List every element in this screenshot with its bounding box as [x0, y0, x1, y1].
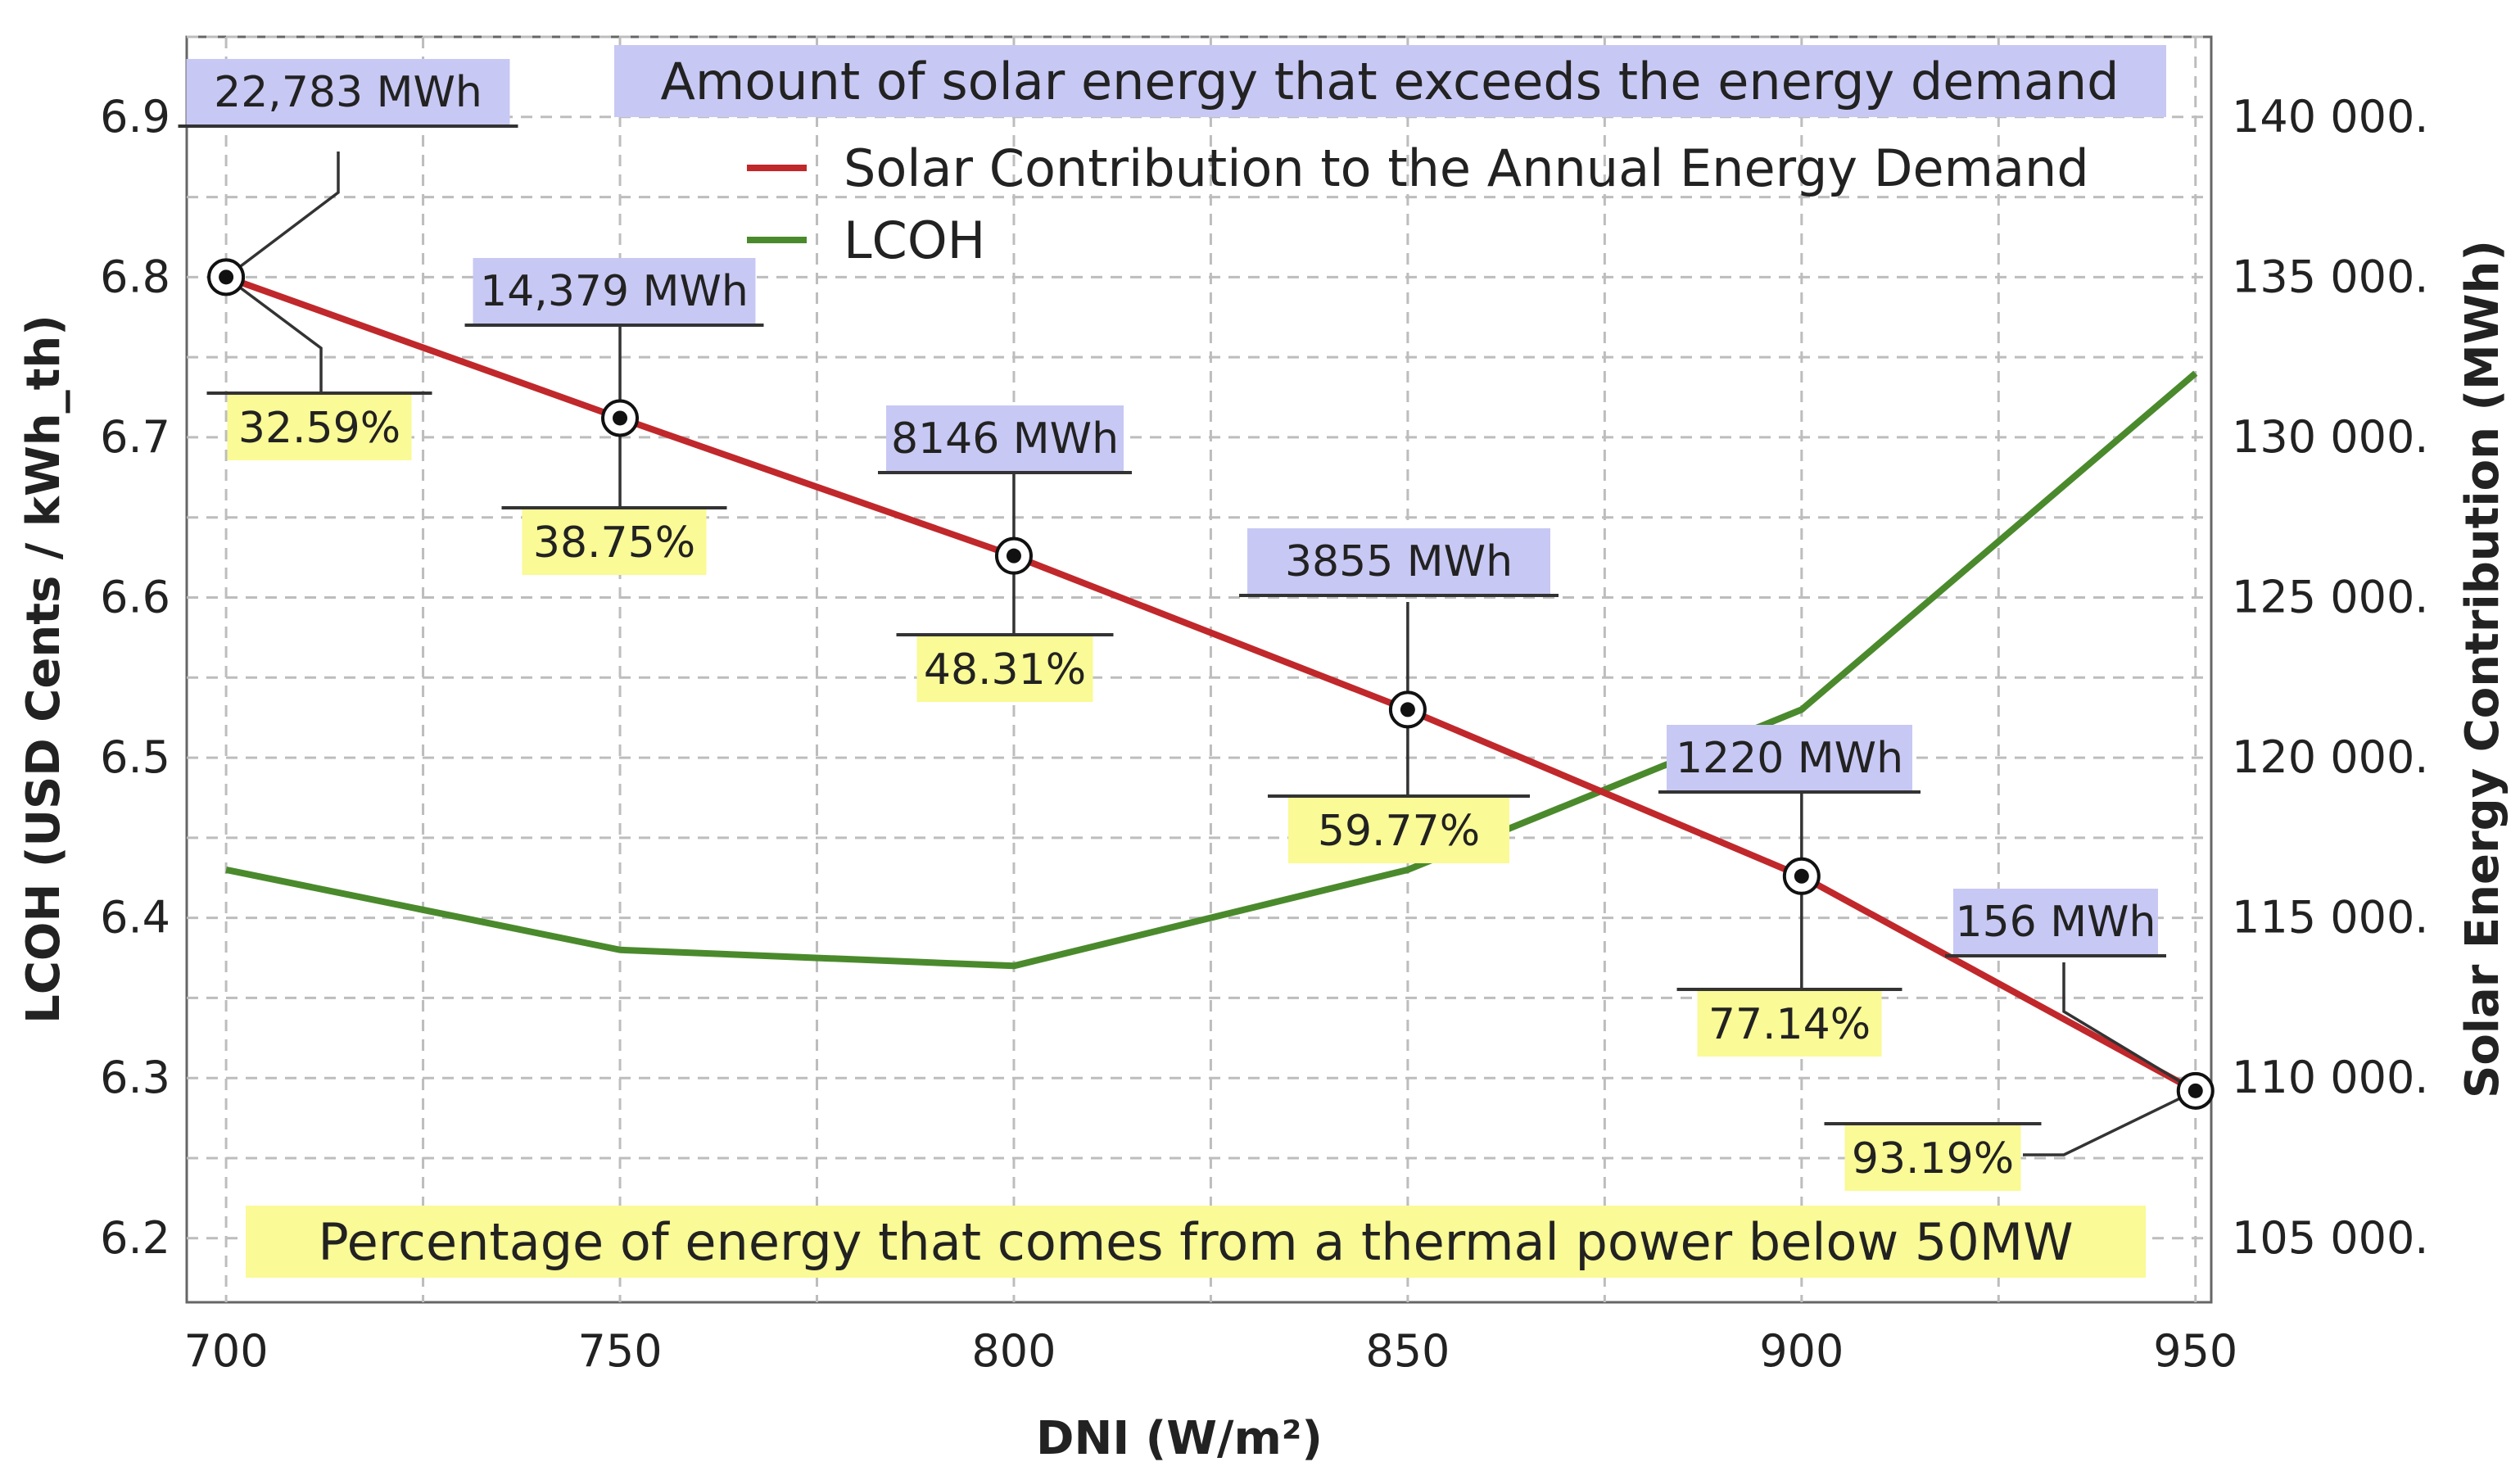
- y-left-tick-label: 6.2: [100, 1212, 170, 1264]
- grid: [187, 35, 2211, 1302]
- y-right-tick-label: 120 000.: [2232, 731, 2428, 783]
- percent-label: 93.19%: [1852, 1134, 2014, 1184]
- y-left-tick-label: 6.4: [100, 892, 170, 944]
- y-right-tick-label: 110 000.: [2232, 1052, 2428, 1103]
- percent-label: 32.59%: [238, 404, 400, 453]
- excess-energy-label: 8146 MWh: [891, 414, 1119, 464]
- x-axis-title: DNI (W/m²): [1036, 1412, 1323, 1465]
- excess-label-box: [1667, 725, 1912, 792]
- solar-contribution-line: [224, 274, 2197, 1094]
- excess-energy-label: 22,783 MWh: [214, 68, 482, 117]
- x-tick-label: 900: [1759, 1325, 1844, 1377]
- percent-leader-line: [225, 275, 323, 393]
- y-right-tick-label: 130 000.: [2232, 411, 2428, 463]
- thermal-note-box: [246, 1206, 2146, 1278]
- y-axis-left-title: LCOH (USD Cents / kWh_th): [17, 315, 70, 1024]
- point-annotations: 22,783 MWh 32.59% 14,379 MWh 38.75% 8146 MWh…: [178, 59, 2197, 1191]
- percent-label-box: [1288, 796, 1509, 863]
- y-axis-right-title: Solar Energy Contribution (MWh): [2456, 240, 2509, 1098]
- plot-frame: [185, 35, 2213, 1304]
- percent-label-box: [1697, 989, 1882, 1057]
- x-tick-label: 850: [1365, 1325, 1450, 1377]
- x-tick-label: 750: [577, 1325, 662, 1377]
- x-tick-label: 800: [971, 1325, 1056, 1377]
- excess-energy-label: 156 MWh: [1955, 898, 2156, 947]
- percent-leader-line: [2023, 1089, 2197, 1156]
- excess-label-box: [473, 258, 756, 325]
- percent-label-box: [1844, 1124, 2021, 1191]
- y-right-tick-label: 135 000.: [2232, 251, 2428, 302]
- excess-energy-note-box: [614, 45, 2166, 117]
- excess-label-box: [1247, 528, 1550, 595]
- y-left-tick-label: 6.6: [100, 571, 170, 622]
- solar-point-dot: [219, 269, 234, 285]
- excess-leader-line: [2062, 962, 2197, 1093]
- y-left-tick-label: 6.9: [100, 91, 170, 143]
- percent-label: 77.14%: [1708, 1000, 1871, 1049]
- solar-point-dot: [1400, 702, 1415, 717]
- legend-label-lcoh: LCOH: [844, 210, 985, 270]
- excess-label-box: [886, 405, 1124, 473]
- x-tick-label: 700: [184, 1325, 269, 1377]
- y-left-tick-label: 6.8: [100, 251, 170, 302]
- excess-energy-label: 1220 MWh: [1676, 734, 1903, 783]
- y-left-tick-label: 6.3: [100, 1052, 170, 1103]
- excess-energy-note: Amount of solar energy that exceeds the …: [661, 52, 2120, 111]
- percent-label-box: [916, 635, 1093, 702]
- excess-energy-label: 14,379 MWh: [480, 267, 749, 316]
- y-left-tick-label: 6.7: [100, 411, 170, 463]
- percent-label: 48.31%: [924, 645, 1086, 695]
- excess-label-box: [1953, 889, 2158, 956]
- y-right-tick-label: 105 000.: [2232, 1212, 2428, 1264]
- series-lines: [224, 274, 2198, 1094]
- solar-point-dot: [613, 410, 628, 426]
- excess-energy-label: 3855 MWh: [1285, 537, 1513, 586]
- y-left-tick-label: 6.5: [100, 731, 170, 783]
- percent-label-box: [522, 508, 707, 575]
- lcoh-line: [225, 370, 2198, 970]
- thermal-note: Percentage of energy that comes from a t…: [318, 1212, 2073, 1272]
- percent-label: 38.75%: [533, 518, 695, 568]
- percent-label-box: [227, 393, 412, 460]
- excess-label-box: [186, 59, 510, 126]
- y-right-tick-label: 140 000.: [2232, 91, 2428, 143]
- excess-leader-line: [225, 152, 340, 278]
- axis-ticks: 700 750 800 850 900 950 6.2 6.3 6.4 6.5 6.6 6.7 6.8 6…: [100, 91, 2428, 1377]
- y-right-tick-label: 115 000.: [2232, 892, 2428, 944]
- x-tick-label: 950: [2153, 1325, 2237, 1377]
- solar-point-dot: [1794, 868, 1809, 884]
- point-markers: [207, 258, 2215, 1110]
- percent-label: 59.77%: [1318, 807, 1480, 856]
- solar-point-dot: [1006, 548, 1021, 563]
- y-right-tick-label: 125 000.: [2232, 571, 2428, 622]
- legend-label-solar: Solar Contribution to the Annual Energy …: [844, 138, 2089, 198]
- solar-point-dot: [2187, 1083, 2203, 1098]
- legend: Solar Contribution to the Annual Energy …: [747, 138, 2089, 270]
